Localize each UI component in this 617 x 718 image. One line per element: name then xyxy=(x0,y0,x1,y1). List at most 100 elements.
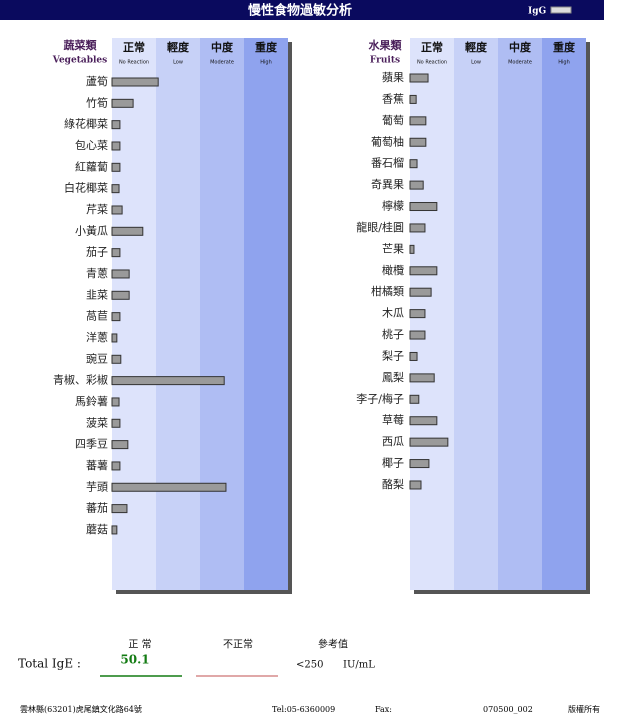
bar xyxy=(409,73,429,83)
bar xyxy=(409,437,449,447)
food-label: 萵苣 xyxy=(86,310,108,323)
bar xyxy=(111,354,122,364)
food-label: 龍眼/桂圓 xyxy=(356,220,404,234)
bar xyxy=(111,312,121,322)
food-label: 洋蔥 xyxy=(86,330,108,344)
level-column xyxy=(542,38,586,590)
food-label: 芒果 xyxy=(382,242,404,255)
bar xyxy=(409,480,422,490)
food-label: 芹菜 xyxy=(86,203,108,216)
level-sub: High xyxy=(558,60,570,66)
bar xyxy=(409,330,426,340)
level-column xyxy=(200,38,244,590)
food-label: 四季豆 xyxy=(75,438,108,451)
bar xyxy=(409,116,427,126)
bar xyxy=(409,180,424,190)
food-label: 菠菜 xyxy=(86,416,108,429)
food-label: 香蕉 xyxy=(382,92,404,105)
bar xyxy=(409,459,430,469)
level-name: 輕度 xyxy=(465,40,488,54)
bar xyxy=(409,309,426,319)
group-name: 蔬菜類 xyxy=(64,38,98,52)
bar xyxy=(111,120,121,130)
bar xyxy=(111,269,130,279)
level-sub: Moderate xyxy=(210,60,234,66)
food-label: 蕃茄 xyxy=(86,501,108,515)
level-name: 正常 xyxy=(123,40,145,54)
title-bar xyxy=(0,0,604,20)
group-name-en: Vegetables xyxy=(52,56,107,66)
food-label: 番石榴 xyxy=(371,156,404,170)
bar xyxy=(409,351,418,361)
food-label: 檸檬 xyxy=(382,199,404,213)
ige-label: Total IgE : xyxy=(18,657,81,671)
badge-swatch xyxy=(550,6,572,14)
bar xyxy=(111,205,123,215)
bar xyxy=(111,248,121,258)
bar xyxy=(111,418,121,428)
level-name: 中度 xyxy=(211,40,234,54)
food-label: 葡萄柚 xyxy=(371,134,404,148)
bar xyxy=(409,202,438,212)
food-label: 蘆筍 xyxy=(86,74,108,88)
bar xyxy=(409,416,438,426)
food-label: 紅蘿蔔 xyxy=(75,159,108,173)
group-name-en: Fruits xyxy=(370,56,400,66)
food-label: 包心菜 xyxy=(75,139,108,152)
level-name: 正常 xyxy=(421,40,443,54)
ige-value: 50.1 xyxy=(120,653,149,667)
food-label: 白花椰菜 xyxy=(64,181,108,195)
badge: IgG xyxy=(528,7,546,17)
food-label: 馬鈴薯 xyxy=(75,394,108,408)
level-sub: Low xyxy=(173,60,183,66)
level-sub: High xyxy=(260,60,272,66)
food-label: 酪梨 xyxy=(382,477,404,491)
level-column xyxy=(498,38,542,590)
bar xyxy=(409,287,432,297)
bar xyxy=(409,94,417,104)
food-label: 青蔥 xyxy=(86,267,108,280)
level-name: 輕度 xyxy=(167,40,190,54)
food-label: 桃子 xyxy=(382,327,404,341)
rights: 版權所有 xyxy=(568,704,600,714)
bar xyxy=(111,77,159,87)
bar xyxy=(111,333,118,343)
food-label: 小黃瓜 xyxy=(75,224,108,237)
food-label: 椰子 xyxy=(382,456,404,470)
level-sub: Low xyxy=(471,60,481,66)
food-label: 柑橘類 xyxy=(371,284,404,298)
food-label: 鳳梨 xyxy=(382,370,404,384)
food-label: 西瓜 xyxy=(382,435,404,448)
level-sub: No Reaction xyxy=(119,60,149,66)
bar xyxy=(111,440,129,450)
food-label: 青椒、彩椒 xyxy=(53,373,108,387)
level-name: 重度 xyxy=(255,40,278,54)
bar xyxy=(409,137,427,147)
bar xyxy=(111,184,120,194)
food-label: 豌豆 xyxy=(86,351,108,365)
bar xyxy=(409,223,426,233)
bar xyxy=(409,394,420,404)
bar xyxy=(409,266,438,276)
bar xyxy=(111,162,121,172)
bar xyxy=(111,461,121,471)
food-label: 李子/梅子 xyxy=(356,391,404,405)
food-label: 橄欖 xyxy=(382,263,404,277)
food-label: 芋頭 xyxy=(86,480,108,493)
ige-reference: 參考值 xyxy=(318,638,348,651)
bar xyxy=(111,525,118,535)
bar xyxy=(111,141,121,151)
food-label: 葡萄 xyxy=(382,114,404,127)
address: 雲林縣(63201)虎尾鎮文化路64號 xyxy=(20,704,142,714)
tel: Tel:05-6360009 xyxy=(272,705,335,714)
food-label: 竹筍 xyxy=(86,95,108,109)
food-label: 蘋果 xyxy=(382,71,404,84)
ige-unit: IU/mL xyxy=(343,660,375,671)
ige-normal: 正 常 xyxy=(128,638,151,651)
food-label: 木瓜 xyxy=(382,307,404,320)
food-label: 蕃薯 xyxy=(86,459,108,472)
bar xyxy=(111,504,128,514)
food-label: 蘑菇 xyxy=(86,522,108,536)
level-column xyxy=(454,38,498,590)
